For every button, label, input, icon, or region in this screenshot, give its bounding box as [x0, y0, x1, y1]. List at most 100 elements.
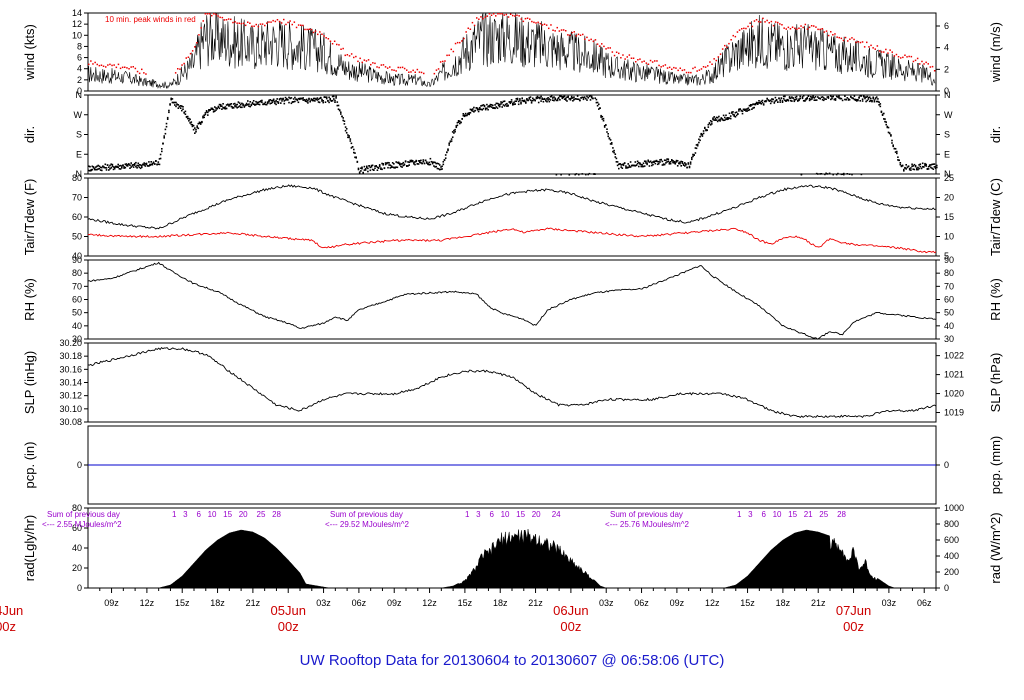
wind-direction-point: [713, 119, 715, 121]
peak-wind-point: [399, 66, 402, 69]
wind-direction-point: [828, 172, 831, 175]
wind-direction-point: [629, 166, 632, 168]
wind-direction-point: [417, 163, 420, 165]
wind-direction-point: [934, 167, 937, 169]
peak-wind-point: [100, 64, 103, 66]
peak-wind-point: [253, 25, 255, 27]
wind-direction-point: [357, 167, 360, 170]
wind-direction-point: [748, 109, 751, 111]
wind-direction-point: [802, 100, 805, 102]
wind-direction-point: [317, 101, 320, 103]
wind-direction-point: [812, 95, 814, 97]
wind-direction-point: [805, 98, 807, 101]
wind-direction-point: [594, 173, 596, 175]
wind-direction-point: [325, 97, 328, 100]
wind-direction-point: [771, 98, 773, 100]
peak-wind-point: [810, 25, 813, 27]
peak-wind-point: [919, 63, 921, 65]
wind-direction-point: [197, 122, 200, 125]
wind-direction-point: [768, 100, 771, 102]
wind-direction-point: [689, 163, 692, 165]
wind-direction-point: [270, 102, 273, 104]
wind-direction-point: [575, 173, 578, 175]
peak-wind-point: [94, 61, 96, 64]
wind-direction-point: [510, 101, 513, 103]
wind-direction-point: [290, 102, 293, 105]
peak-wind-point: [437, 68, 440, 70]
wind-direction-point: [119, 164, 122, 167]
peak-wind-point: [435, 69, 438, 71]
wind-direction-point: [295, 98, 297, 101]
peak-wind-point: [789, 28, 792, 30]
wind-direction-point: [222, 103, 224, 105]
peak-wind-point: [872, 47, 874, 49]
wind-direction-point: [329, 99, 331, 101]
wind-direction-point: [329, 97, 331, 100]
peak-wind-point: [645, 62, 648, 64]
wind-direction-point: [688, 166, 691, 169]
wind-direction-point: [641, 165, 644, 168]
wind-direction-point: [726, 118, 728, 121]
wind-direction-point: [918, 164, 920, 166]
wind-direction-point: [367, 167, 369, 170]
wind-direction-point: [444, 157, 447, 159]
wind-direction-point: [705, 129, 707, 132]
wind-direction-point: [325, 96, 328, 98]
wind-direction-point: [196, 126, 198, 129]
daily-hours-label: 1 3 6 10 15 21 25 28: [737, 510, 847, 519]
wind-direction-point: [548, 98, 551, 100]
wind-direction-point: [168, 109, 170, 112]
right-tick-label: 30: [944, 334, 954, 344]
peak-wind-point: [325, 37, 327, 39]
wind-direction-point: [595, 101, 598, 104]
wind-direction-point: [735, 111, 738, 113]
wind-direction-point: [618, 167, 620, 170]
wind-direction-point: [885, 121, 887, 123]
wind-direction-point: [755, 101, 758, 104]
wind-direction-point: [310, 98, 313, 100]
wind-direction-point: [663, 163, 666, 166]
wind-direction-point: [727, 118, 730, 120]
wind-direction-point: [788, 97, 791, 99]
peak-wind-point: [637, 59, 639, 61]
wind-direction-point: [603, 126, 606, 128]
wind-direction-point: [168, 111, 170, 114]
wind-direction-point: [407, 165, 409, 167]
wind-direction-point: [646, 162, 648, 164]
peak-wind-point: [516, 14, 518, 16]
wind-direction-point: [535, 97, 538, 100]
wind-direction-point: [439, 168, 441, 171]
right-tick-label: 20: [944, 193, 954, 203]
wind-direction-point: [798, 98, 800, 100]
peak-wind-point: [690, 71, 692, 74]
wind-direction-point: [859, 100, 861, 102]
wind-direction-point: [519, 98, 521, 100]
wind-direction-point: [906, 166, 909, 169]
wind-direction-point: [199, 121, 202, 124]
wind-direction-point: [171, 98, 174, 100]
wind-direction-point: [861, 98, 864, 100]
left-tick-label: 30.16: [59, 364, 82, 374]
wind-direction-point: [832, 95, 834, 98]
wind-direction-point: [98, 167, 101, 170]
wind-direction-point: [456, 121, 459, 124]
wind-direction-point: [468, 113, 470, 116]
wind-direction-point: [844, 98, 846, 101]
wind-direction-point: [890, 134, 892, 136]
wind-direction-point: [522, 99, 525, 102]
wind-direction-point: [781, 101, 784, 103]
wind-direction-point: [355, 156, 357, 158]
wind-direction-point: [431, 161, 434, 164]
wind-direction-point: [716, 116, 719, 119]
wind-direction-point: [859, 95, 861, 97]
wind-direction-point: [634, 161, 637, 163]
peak-wind-point: [840, 37, 843, 40]
wind-direction-point: [124, 166, 127, 169]
wind-direction-point: [547, 99, 549, 101]
peak-wind-point: [641, 61, 643, 63]
wind-direction-point: [830, 95, 832, 97]
peak-wind-point: [681, 69, 684, 72]
wind-direction-point: [732, 111, 734, 113]
wind-direction-point: [674, 163, 677, 165]
